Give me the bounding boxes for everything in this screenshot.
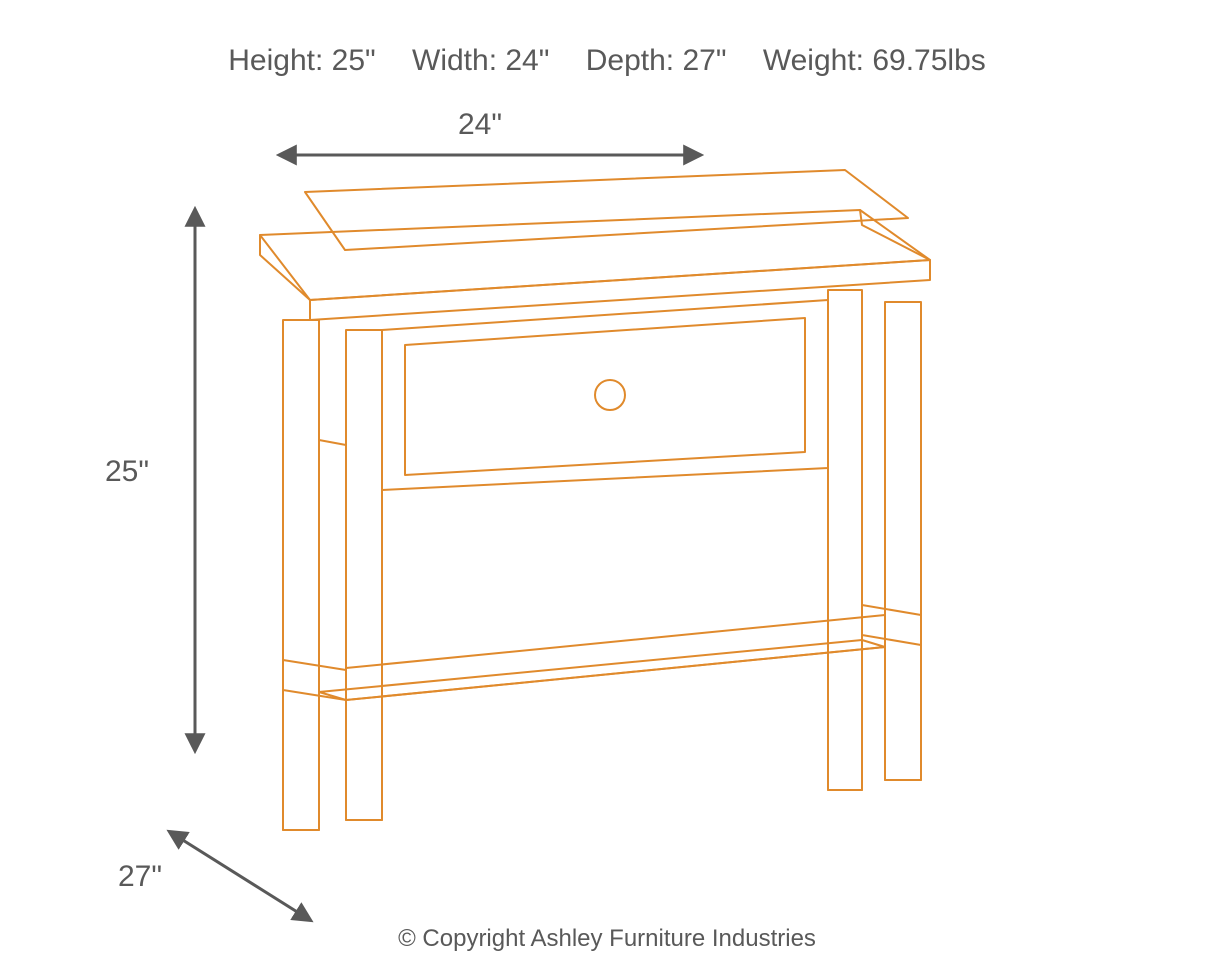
drawing-svg (0, 0, 1214, 971)
furniture-outline (260, 170, 930, 830)
diagram-stage: Height: 25" Width: 24" Depth: 27" Weight… (0, 0, 1214, 971)
copyright-text: © Copyright Ashley Furniture Industries (0, 925, 1214, 953)
dimension-arrows (170, 155, 700, 920)
